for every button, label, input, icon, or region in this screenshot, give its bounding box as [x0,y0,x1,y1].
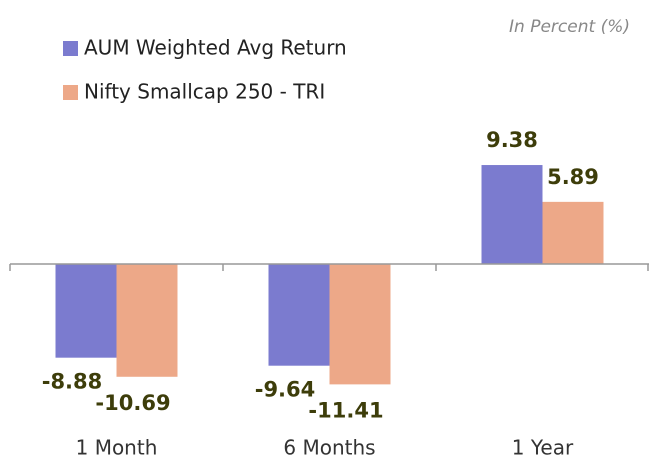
bar [329,264,391,385]
data-label: -8.88 [42,370,103,394]
x-tick-label: 1 Month [76,436,158,460]
legend-swatch [63,41,78,56]
bar [268,264,330,366]
x-tick-label: 6 Months [283,436,375,460]
data-label: 9.38 [486,128,538,152]
legend-label: AUM Weighted Avg Return [84,36,347,60]
data-label: 5.89 [547,165,599,189]
legend-swatch [63,85,78,100]
bar [116,264,178,377]
data-label: -9.64 [255,378,316,402]
data-label: -11.41 [308,398,383,422]
legend-label: Nifty Smallcap 250 - TRI [84,80,325,104]
data-label: -10.69 [95,391,170,415]
x-tick-label: 1 Year [512,436,574,460]
subtitle: In Percent (%) [509,17,630,37]
bar [481,165,543,264]
bar [55,264,117,358]
bar [542,201,604,264]
